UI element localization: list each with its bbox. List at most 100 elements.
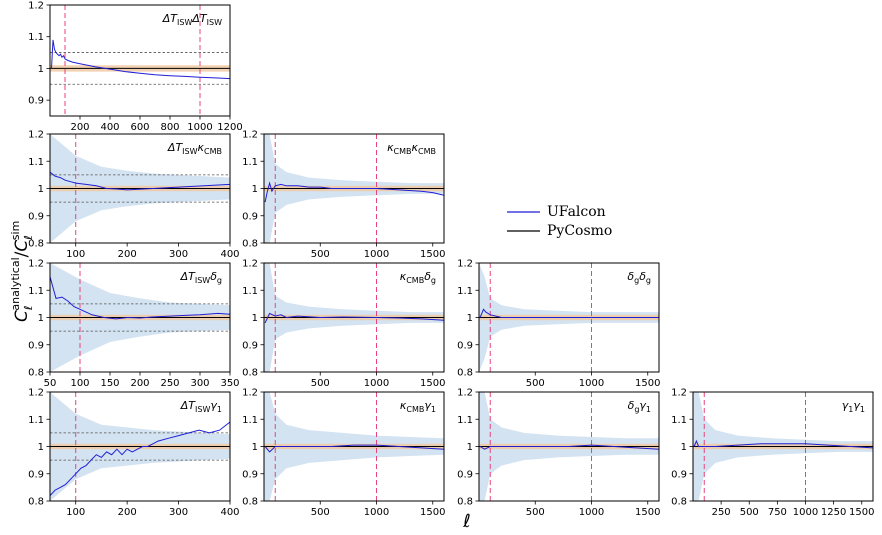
y-tick-label: 1: [252, 442, 258, 453]
x-tick-label: 200: [118, 249, 137, 260]
y-tick-label: 1: [467, 313, 473, 324]
subplot-4: 0.8 0.9 1 1.1 1.2 50 100 150 200 250 300 350 ΔTISWδg: [28, 259, 239, 390]
y-tick-label: 1.2: [671, 388, 687, 399]
y-tick-label: 0.9: [28, 340, 44, 351]
x-tick-label: 1000: [579, 378, 604, 389]
subplot-7: 0.8 0.9 1 1.1 1.2 100 200 300 400 ΔTISWγ1: [28, 388, 239, 519]
y-tick-label: 1.1: [28, 415, 44, 426]
x-tick-label: 1500: [420, 249, 445, 260]
ufalcon-series: [51, 39, 230, 80]
plot-area: [264, 134, 444, 243]
x-tick-label: 400: [220, 507, 239, 518]
y-tick-label: 0.8: [671, 497, 687, 508]
y-tick-label: 1.2: [28, 1, 44, 12]
plot-area: [264, 263, 444, 372]
x-tick-label: 1200: [217, 122, 242, 133]
subplot-title: κCMBκCMB: [387, 141, 436, 156]
subplot-1: 0.9 1 1.1 1.2 200 400 600 800 1000 1200 ΔTISWΔTISW: [28, 1, 243, 134]
ylabel-sub2: ℓ: [22, 235, 35, 241]
x-axis-label: ℓ: [462, 511, 470, 532]
y-tick-label: 0.8: [28, 368, 44, 379]
y-tick-label: 1.1: [242, 157, 258, 168]
x-tick-label: 1500: [420, 378, 445, 389]
x-tick-label: 100: [66, 507, 85, 518]
x-tick-label: 300: [169, 507, 188, 518]
x-tick-label: 1500: [635, 507, 660, 518]
x-tick-label: 400: [100, 122, 119, 133]
x-tick-label: 1000: [793, 507, 818, 518]
y-tick-label: 1.1: [242, 415, 258, 426]
ufalcon-series: [479, 308, 659, 318]
x-tick-label: 500: [526, 507, 545, 518]
subplot-title: δgδg: [627, 270, 651, 285]
ufalcon-series: [50, 276, 230, 320]
y-tick-label: 0.9: [28, 96, 44, 107]
y-tick-label: 1.2: [242, 130, 258, 141]
x-tick-label: 1500: [635, 378, 660, 389]
ufalcon-series: [693, 439, 873, 449]
y-tick-label: 1: [681, 442, 687, 453]
plot-area: [50, 263, 230, 372]
subplot-title: δgγ1: [628, 399, 651, 414]
subplot-title: ΔTISWγ1: [180, 399, 222, 414]
y-tick-label: 1.1: [457, 415, 473, 426]
y-tick-label: 1.2: [242, 388, 258, 399]
y-tick-label: 0.9: [242, 469, 258, 480]
y-axis-label: Cℓanalytical/Cℓsim: [9, 221, 35, 322]
y-tick-label: 1: [467, 442, 473, 453]
y-tick-label: 0.8: [242, 497, 258, 508]
y-tick-label: 1.2: [28, 388, 44, 399]
y-tick-label: 1.2: [457, 259, 473, 270]
x-tick-label: 350: [220, 378, 239, 389]
x-tick-label: 1000: [364, 507, 389, 518]
y-tick-label: 0.8: [242, 368, 258, 379]
plot-area: [479, 263, 659, 372]
ufalcon-series: [50, 421, 230, 496]
y-tick-label: 1.2: [242, 259, 258, 270]
plot-area: [264, 392, 444, 501]
x-tick-label: 600: [130, 122, 149, 133]
y-tick-label: 1: [38, 184, 44, 195]
y-tick-label: 0.9: [671, 469, 687, 480]
ufalcon-series: [50, 171, 230, 191]
subplot-title: ΔTISWκCMB: [167, 141, 222, 156]
x-tick-label: 100: [66, 249, 85, 260]
y-tick-label: 1: [252, 184, 258, 195]
subplot-title: ΔTISWΔTISW: [162, 12, 222, 27]
y-tick-label: 1.1: [28, 32, 44, 43]
x-tick-label: 1250: [821, 507, 846, 518]
y-tick-label: 1.2: [28, 130, 44, 141]
x-tick-label: 750: [768, 507, 787, 518]
plot-area: [50, 392, 230, 501]
y-tick-label: 1.2: [28, 259, 44, 270]
x-tick-label: 300: [190, 378, 209, 389]
y-tick-label: 1.1: [242, 286, 258, 297]
x-tick-label: 500: [311, 378, 330, 389]
subplot-5: 0.8 0.9 1 1.1 1.2 500 1000 1500 κCMBδg: [242, 259, 445, 390]
subplot-9: 0.8 0.9 1 1.1 1.2 500 1000 1500 δgγ1: [457, 388, 660, 519]
legend: UFalcon PyCosmo: [507, 204, 612, 239]
subplot-title: ΔTISWδg: [180, 270, 222, 285]
x-tick-label: 50: [44, 378, 57, 389]
x-tick-label: 100: [70, 378, 89, 389]
ylabel-main2: C: [12, 240, 32, 252]
x-tick-label: 200: [118, 507, 137, 518]
x-tick-label: 150: [100, 378, 119, 389]
y-tick-label: 1.1: [28, 286, 44, 297]
subplot-10: 0.8 0.9 1 1.1 1.2 250 500 750 1000 1250 1500 γ1γ1: [671, 388, 874, 519]
subplot-title: γ1γ1: [842, 399, 865, 414]
x-tick-label: 250: [160, 378, 179, 389]
x-tick-label: 800: [160, 122, 179, 133]
y-tick-label: 1: [252, 313, 258, 324]
ufalcon-series: [264, 181, 444, 203]
x-tick-label: 1500: [849, 507, 874, 518]
plot-area: [50, 5, 230, 116]
subplot-title: κCMBδg: [400, 270, 436, 285]
x-tick-label: 300: [169, 249, 188, 260]
subplot-title: κCMBγ1: [400, 399, 436, 414]
y-tick-label: 1: [38, 313, 44, 324]
plot-area: [693, 392, 873, 501]
x-tick-label: 1500: [420, 507, 445, 518]
ylabel-main: C: [12, 310, 32, 322]
